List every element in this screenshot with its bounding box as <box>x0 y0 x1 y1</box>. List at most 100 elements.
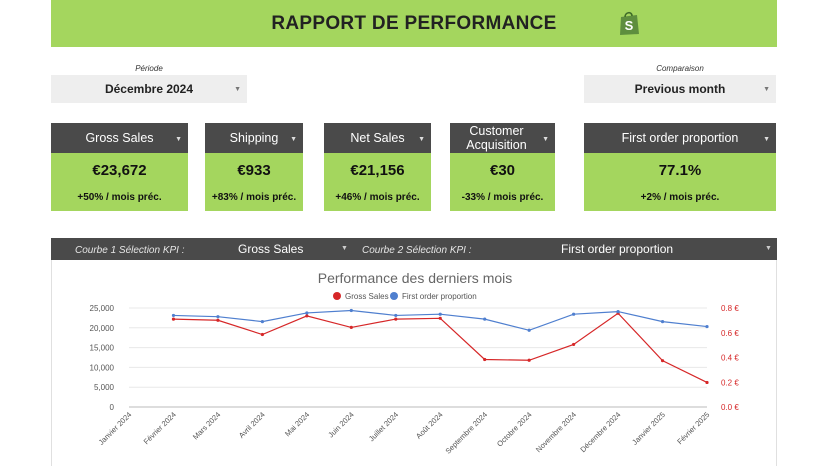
kpi-value: €21,156 <box>350 162 405 179</box>
data-point <box>616 309 620 314</box>
x-tick-label: Janvier 2025 <box>630 410 667 447</box>
data-point <box>394 313 398 318</box>
curve2-dropdown[interactable]: First order proportion <box>561 242 674 256</box>
kpi-label: First order proportion <box>621 131 739 145</box>
kpi-selector-first-order-proportion[interactable]: First order proportion ▼ <box>584 123 776 153</box>
svg-text:S: S <box>625 18 634 33</box>
kpi-value: €23,672 <box>92 162 147 179</box>
data-point <box>527 328 531 332</box>
chevron-down-icon: ▼ <box>175 136 182 143</box>
curve-selector-bar: Courbe 1 Sélection KPI : Gross Sales ▼ C… <box>51 238 777 260</box>
data-point <box>171 313 176 318</box>
period-dropdown[interactable]: Décembre 2024 ▼ <box>51 75 247 103</box>
y-left-tick-label: 15,000 <box>90 344 115 353</box>
data-point <box>660 320 665 324</box>
comparison-value: Previous month <box>634 82 726 96</box>
period-value: Décembre 2024 <box>104 82 194 96</box>
kpi-card-net-sales: Net Sales ▼ €21,156 +46% / mois préc. <box>324 123 431 211</box>
kpi-card-customer-acquisition: Customer Acquisition ▼ €30 -33% / mois p… <box>450 123 555 211</box>
data-point <box>572 342 576 347</box>
y-right-tick-label: 0.2 € <box>721 378 739 387</box>
x-tick-label: Février 2025 <box>675 410 711 446</box>
chevron-down-icon: ▼ <box>234 86 241 93</box>
y-left-tick-label: 20,000 <box>90 324 115 333</box>
kpi-selector-net-sales[interactable]: Net Sales ▼ <box>324 123 431 153</box>
kpi-label: Shipping <box>229 131 279 145</box>
y-left-tick-label: 25,000 <box>90 304 115 313</box>
y-left-tick-label: 10,000 <box>90 363 115 372</box>
x-tick-label: Août 2024 <box>414 410 445 441</box>
kpi-body: 77.1% +2% / mois préc. <box>584 153 776 211</box>
legend-label: First order proportion <box>402 292 477 301</box>
data-point <box>260 332 264 337</box>
data-point <box>216 318 220 322</box>
data-point <box>483 317 487 321</box>
kpi-delta: -33% / mois préc. <box>461 192 544 203</box>
chevron-down-icon: ▼ <box>765 245 772 252</box>
kpi-body: €30 -33% / mois préc. <box>450 153 555 211</box>
data-point <box>438 312 442 316</box>
line-chart: Performance des derniers mois Gross Sales… <box>90 270 740 456</box>
legend-marker <box>333 292 341 300</box>
curve1-label: Courbe 1 Sélection KPI : <box>75 245 185 256</box>
data-point <box>394 317 398 321</box>
x-tick-label: Février 2024 <box>142 410 178 446</box>
chevron-down-icon: ▼ <box>290 136 297 143</box>
y-right-tick-label: 0.6 € <box>721 329 739 338</box>
data-point <box>349 325 353 330</box>
kpi-label: Net Sales <box>350 131 405 145</box>
data-point <box>705 380 709 385</box>
data-point <box>305 311 309 315</box>
kpi-delta: +46% / mois préc. <box>335 192 420 203</box>
data-point <box>171 317 176 321</box>
kpi-delta: +2% / mois préc. <box>640 192 720 203</box>
kpi-selector-shipping[interactable]: Shipping ▼ <box>205 123 303 153</box>
data-point <box>216 315 220 319</box>
header-banner: RAPPORT DE PERFORMANCE S <box>51 0 777 47</box>
kpi-label: Customer Acquisition <box>466 124 527 152</box>
kpi-value: €30 <box>489 162 516 179</box>
x-tick-label: Juin 2024 <box>326 410 355 439</box>
data-point <box>660 359 665 363</box>
page-title: RAPPORT DE PERFORMANCE <box>271 13 557 34</box>
legend-marker <box>390 292 398 300</box>
kpi-delta: +50% / mois préc. <box>77 192 162 203</box>
chevron-down-icon: ▼ <box>542 136 549 143</box>
chevron-down-icon: ▼ <box>763 86 770 93</box>
data-point <box>572 312 576 316</box>
legend-label: Gross Sales <box>345 292 389 301</box>
kpi-value: 77.1% <box>658 162 702 179</box>
kpi-card-shipping: Shipping ▼ €933 +83% / mois préc. <box>205 123 303 211</box>
data-point <box>438 316 442 320</box>
kpi-selector-gross-sales[interactable]: Gross Sales ▼ <box>51 123 188 153</box>
chevron-down-icon: ▼ <box>341 245 348 252</box>
x-tick-label: Septembre 2024 <box>444 410 490 456</box>
chevron-down-icon: ▼ <box>763 136 770 143</box>
x-tick-label: Avril 2024 <box>237 410 267 440</box>
x-tick-label: Juillet 2024 <box>367 410 400 443</box>
chart-title: Performance des derniers mois <box>318 270 513 286</box>
data-point <box>527 358 531 362</box>
kpi-selector-customer-acquisition[interactable]: Customer Acquisition ▼ <box>450 123 555 153</box>
shopify-bag-icon: S <box>620 11 639 35</box>
y-right-tick-label: 0.8 € <box>721 304 739 313</box>
data-point <box>483 357 487 362</box>
comparison-label: Comparaison <box>656 64 704 73</box>
kpi-label: Gross Sales <box>85 131 154 145</box>
kpi-card-gross-sales: Gross Sales ▼ €23,672 +50% / mois préc. <box>51 123 188 211</box>
comparison-dropdown[interactable]: Previous month ▼ <box>584 75 776 103</box>
curve2-label: Courbe 2 Sélection KPI : <box>362 245 472 256</box>
curve1-dropdown[interactable]: Gross Sales <box>238 242 304 256</box>
data-point <box>305 314 309 318</box>
data-point <box>705 324 709 329</box>
x-tick-label: Octobre 2024 <box>495 410 534 449</box>
x-tick-label: Mars 2024 <box>191 410 222 441</box>
y-left-tick-label: 0 <box>110 403 115 412</box>
kpi-card-first-order-proportion: First order proportion ▼ 77.1% +2% / moi… <box>584 123 776 211</box>
data-point <box>349 308 353 313</box>
x-tick-label: Mai 2024 <box>283 410 311 438</box>
performance-chart: Performance des derniers mois Gross Sales… <box>51 260 777 466</box>
x-tick-label: Décembre 2024 <box>578 410 622 454</box>
x-tick-label: Janvier 2024 <box>97 410 134 447</box>
y-left-tick-label: 5,000 <box>94 383 115 392</box>
